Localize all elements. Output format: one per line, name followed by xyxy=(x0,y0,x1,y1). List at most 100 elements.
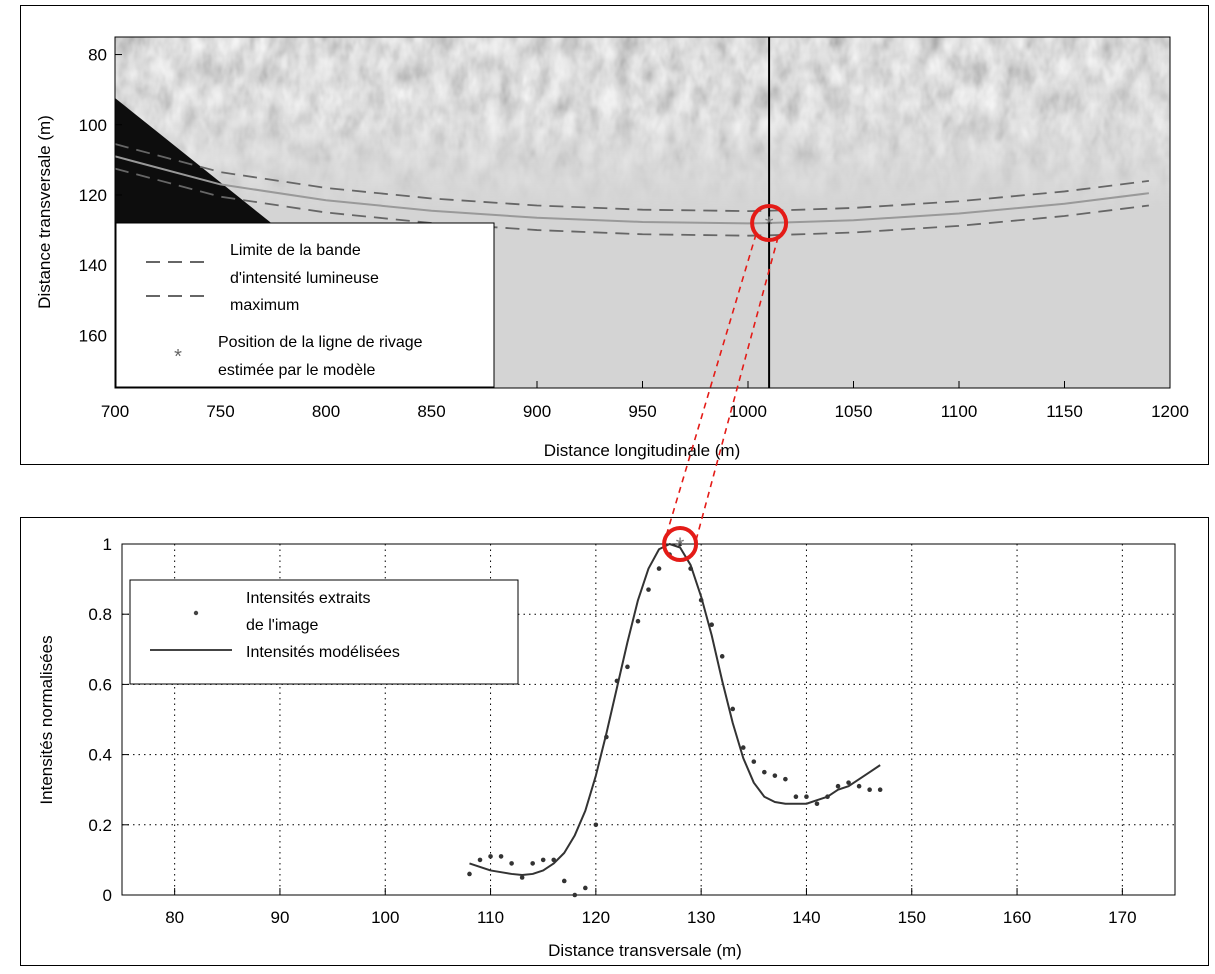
extracted-intensity-point xyxy=(835,783,841,789)
extracted-intensity-point xyxy=(877,787,883,792)
top-y-tick-label: 80 xyxy=(88,46,107,65)
top-x-tick-label: 900 xyxy=(523,402,551,421)
shoreline-asterisk-marker: * xyxy=(765,212,774,237)
peak-marker: * xyxy=(662,526,699,562)
intensity-plot: 80 90 100 110 120 130 140 150 160 170 00.20.40.60… xyxy=(37,526,1176,960)
extracted-intensity-point xyxy=(698,597,704,603)
extracted-intensity-point xyxy=(625,664,630,670)
extracted-intensity-point xyxy=(656,566,662,571)
top-x-tick-label: 700 xyxy=(101,402,129,421)
extracted-intensity-point xyxy=(846,780,851,785)
extracted-intensity-point xyxy=(583,885,588,891)
top-y-tick-label: 120 xyxy=(79,186,107,205)
extracted-intensity-point xyxy=(762,769,767,775)
bottom-x-tick-label: 100 xyxy=(371,908,399,927)
peak-asterisk-marker: * xyxy=(676,533,685,558)
top-x-tick-label: 1150 xyxy=(1046,402,1083,421)
bottom-x-tick-label: 160 xyxy=(1003,908,1031,927)
top-x-ticks: 700 750 800 850 900 950 1000 1050 1100 1150 1200 xyxy=(101,381,1189,421)
shoreline-curves xyxy=(114,143,1150,237)
extracted-intensity-point xyxy=(604,734,609,740)
extracted-intensity-point xyxy=(772,773,778,778)
connector-line-right xyxy=(695,236,779,541)
extracted-intensity-point xyxy=(709,622,714,628)
legend-band-label-line3: maximum xyxy=(230,297,299,314)
legend-extracted-label-line2: de l'image xyxy=(246,617,319,634)
extracted-intensity-point xyxy=(551,857,557,863)
bottom-x-tick-label: 120 xyxy=(582,908,610,927)
extracted-intensity-point xyxy=(498,854,504,859)
legend-modeled-label: Intensités modélisées xyxy=(246,644,400,661)
peak-connector-lines xyxy=(665,233,779,541)
extracted-intensity-point xyxy=(646,587,651,592)
legend-asterisk-icon: * xyxy=(174,346,182,368)
legend-shoreline-label-line2: estimée par le modèle xyxy=(218,362,376,379)
extracted-intensity-point xyxy=(530,861,535,866)
extracted-intensity-point xyxy=(509,861,514,866)
extracted-intensity-point xyxy=(677,541,683,547)
bottom-y-axis-label: Intensités normalisées xyxy=(37,635,56,804)
extracted-intensity-point xyxy=(793,794,799,800)
extracted-intensity-point xyxy=(635,618,641,624)
extracted-intensity-point xyxy=(856,783,862,789)
bottom-x-tick-label: 90 xyxy=(270,908,289,927)
extracted-intensity-point xyxy=(740,745,746,750)
extracted-intensity-point xyxy=(467,871,472,877)
extracted-intensity-point xyxy=(519,875,525,880)
extracted-intensity-point xyxy=(825,794,830,800)
top-y-axis-label: Distance transversale (m) xyxy=(35,115,54,309)
extracted-intensity-point xyxy=(561,878,567,884)
top-x-tick-label: 1000 xyxy=(729,402,767,421)
bottom-highlight-circle xyxy=(662,526,699,562)
band-lower-limit xyxy=(114,167,1150,237)
top-highlight-circle xyxy=(750,204,789,243)
bottom-series xyxy=(467,541,883,898)
legend-extracted-label-line1: Intensités extraits xyxy=(246,590,371,607)
shoreline-position-marker: * xyxy=(750,204,789,243)
bottom-y-tick-label: 0.2 xyxy=(88,816,112,835)
top-y-ticks: 80 100 120 140 160 xyxy=(79,46,122,345)
bottom-grid xyxy=(122,544,1175,895)
top-x-tick-label: 1200 xyxy=(1151,402,1189,421)
extracted-intensity-point xyxy=(804,794,809,800)
top-y-tick-label: 160 xyxy=(79,326,107,345)
bottom-x-tick-label: 130 xyxy=(687,908,715,927)
extracted-intensity-point xyxy=(477,857,483,863)
image-plot: * 700 750 800 850 900 950 1000 1050 1100 1150 1200… xyxy=(35,36,1189,460)
bottom-x-tick-label: 80 xyxy=(165,908,184,927)
intensity-plot-border xyxy=(121,543,1176,896)
top-x-tick-label: 800 xyxy=(312,402,340,421)
top-x-tick-label: 1100 xyxy=(941,402,978,421)
band-upper-limit xyxy=(114,143,1150,212)
extracted-intensity-point xyxy=(751,759,757,764)
bottom-y-tick-label: 0 xyxy=(103,886,112,905)
top-x-tick-label: 1050 xyxy=(835,402,873,421)
extracted-intensity-point xyxy=(572,892,578,898)
bottom-x-tick-label: 140 xyxy=(792,908,820,927)
bottom-legend: Intensités extraits de l'image Intensité… xyxy=(129,579,519,685)
top-x-axis-label: Distance longitudinale (m) xyxy=(544,441,741,460)
legend-dot-swatch xyxy=(193,610,199,616)
extracted-intensity-point xyxy=(814,801,820,807)
extracted-intensity-point xyxy=(614,678,620,684)
top-x-tick-label: 850 xyxy=(417,402,445,421)
connector-line-left xyxy=(665,233,757,537)
top-x-tick-label: 950 xyxy=(628,402,656,421)
bottom-x-ticks: 80 90 100 110 120 130 140 150 160 170 xyxy=(165,888,1137,927)
bottom-y-tick-label: 1 xyxy=(103,535,112,554)
bottom-x-tick-label: 150 xyxy=(898,908,926,927)
top-legend: Limite de la bande d'intensité lumineuse… xyxy=(115,222,495,388)
extracted-intensity-point xyxy=(540,857,546,863)
bottom-x-axis-label: Distance transversale (m) xyxy=(548,941,742,960)
legend-shoreline-label-line1: Position de la ligne de rivage xyxy=(218,334,423,351)
extracted-intensity-point xyxy=(688,566,693,571)
extracted-intensity-point xyxy=(783,776,788,782)
top-y-tick-label: 140 xyxy=(79,256,107,275)
bottom-legend-box xyxy=(129,579,519,685)
extracted-intensity-point xyxy=(730,706,736,712)
extracted-intensity-point xyxy=(593,822,599,828)
extracted-intensity-point xyxy=(719,654,725,659)
bottom-y-tick-label: 0.6 xyxy=(88,675,112,694)
bottom-x-tick-label: 170 xyxy=(1108,908,1136,927)
